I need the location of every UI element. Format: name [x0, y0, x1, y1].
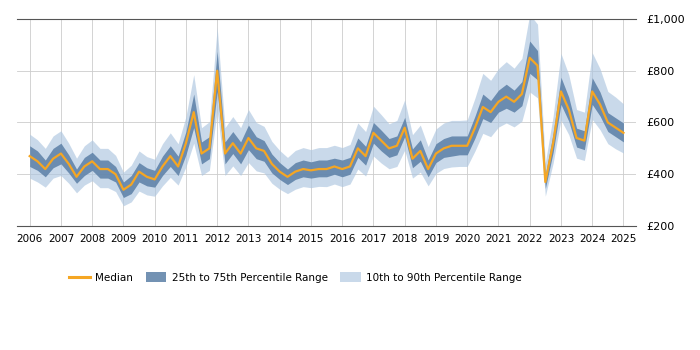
Legend: Median, 25th to 75th Percentile Range, 10th to 90th Percentile Range: Median, 25th to 75th Percentile Range, 1…: [65, 268, 526, 287]
